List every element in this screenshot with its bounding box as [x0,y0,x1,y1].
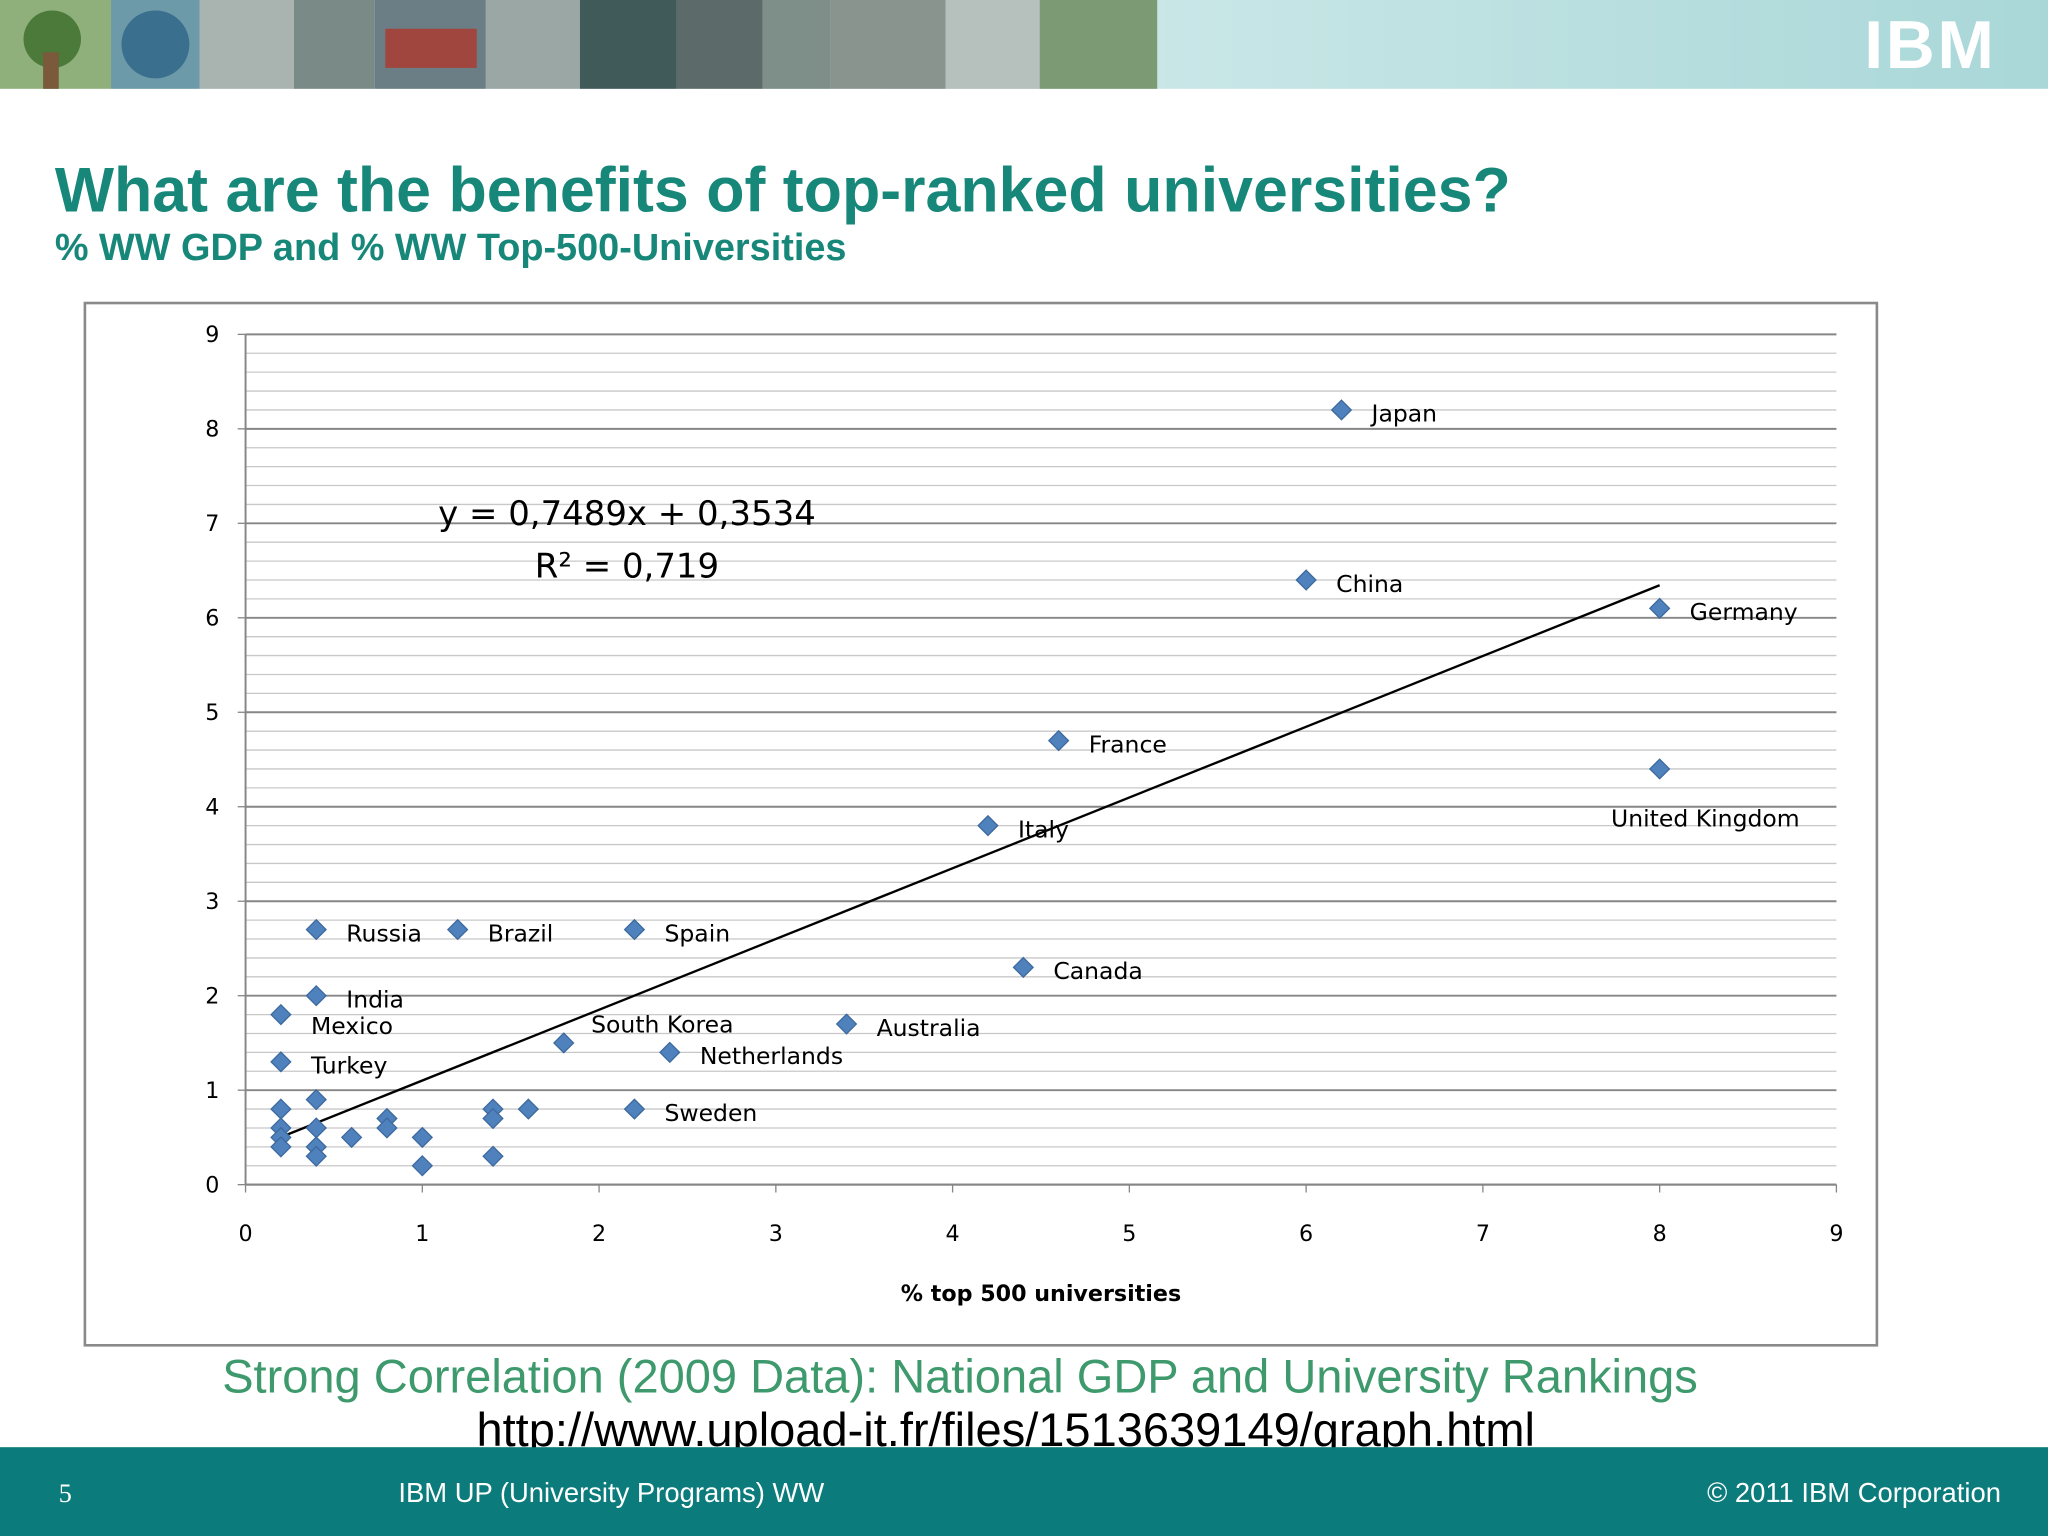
point-label: Japan [1370,400,1438,428]
point-label: Brazil [488,919,554,947]
point-label: China [1336,570,1403,598]
point-label: Spain [664,919,730,947]
y-tick-label: 3 [205,889,219,915]
point-label: Russia [346,919,422,947]
data-point [270,1136,292,1158]
data-point [623,918,646,941]
y-tick-label: 5 [205,700,219,726]
trendline [280,584,1661,1139]
data-point [1295,569,1317,591]
r-squared: R² = 0,719 [535,546,719,586]
x-tick-label: 3 [769,1221,783,1247]
point-label: Netherlands [700,1042,843,1070]
plot: 0 1 2 3 4 5 6 7 8 9 0 1 2 3 4 5 6 7 8 9 % top 500 universiti… [205,322,1843,1307]
page-number: 5 [59,1479,72,1508]
point-label: Sweden [664,1099,757,1127]
y-tick-label: 2 [205,984,219,1010]
x-tick-label: 6 [1299,1221,1313,1247]
footer-right: © 2011 IBM Corporation [1707,1477,2001,1508]
point-label: Germany [1690,598,1798,626]
point-label: Canada [1053,957,1142,985]
data-point [977,814,999,837]
data-point [305,1088,327,1111]
point-label: United Kingdom [1611,804,1800,832]
data-point [411,1155,434,1177]
data-point [270,1003,292,1026]
data-point [623,1098,646,1120]
x-tick-label: 7 [1476,1221,1490,1247]
point-label: Italy [1018,815,1069,843]
header-strip: IBM [0,0,2048,89]
point-label: South Korea [591,1010,733,1038]
data-point [340,1126,363,1149]
point-label: Australia [877,1014,981,1042]
data-point [835,1013,858,1035]
data-point [305,918,327,941]
data-point [305,1145,327,1168]
point-label: India [346,985,404,1013]
footer-bar [0,1447,2048,1536]
data-point [1648,758,1671,780]
x-tick-label: 8 [1653,1221,1667,1247]
y-tick-label: 9 [205,322,219,348]
data-point [482,1107,504,1130]
logo: IBM [1864,8,1996,83]
data-point [270,1051,292,1073]
source-url: http://www.upload-it.fr/files/1513639149… [476,1403,1534,1456]
slide-title: What are the benefits of top-ranked univ… [55,156,1511,226]
data-point [1330,399,1353,421]
data-point [376,1117,398,1139]
x-tick-label: 5 [1122,1221,1136,1247]
point-label: Turkey [310,1052,388,1080]
x-tick-label: 9 [1829,1221,1843,1247]
y-tick-label: 4 [205,795,219,821]
trendline-equation: y = 0,7489x + 0,3534 [438,494,816,534]
data-point [1047,729,1070,752]
data-point [446,918,469,941]
x-tick-label: 0 [238,1221,252,1247]
slide-subtitle: % WW GDP and % WW Top-500-Universities [55,227,847,269]
data-point [1648,597,1671,620]
data-point [517,1098,540,1120]
point-label: Mexico [311,1012,393,1040]
data-point [305,984,327,1007]
data-point [553,1032,575,1054]
y-tick-label: 8 [205,417,219,443]
footer-center: IBM UP (University Programs) WW [398,1477,824,1508]
data-point [482,1145,504,1168]
y-tick-label: 6 [205,606,219,632]
x-tick-label: 4 [946,1221,960,1247]
y-tick-label: 7 [205,511,219,537]
y-tick-label: 0 [205,1172,219,1198]
x-tick-label: 1 [415,1221,429,1247]
caption: Strong Correlation (2009 Data): National… [222,1349,1698,1402]
data-point [1012,956,1035,979]
x-axis-label: % top 500 universities [901,1281,1181,1307]
y-tick-label: 1 [205,1078,219,1104]
data-point [659,1041,681,1064]
point-label: France [1089,730,1167,758]
data-point [411,1126,434,1149]
x-tick-label: 2 [592,1221,606,1247]
